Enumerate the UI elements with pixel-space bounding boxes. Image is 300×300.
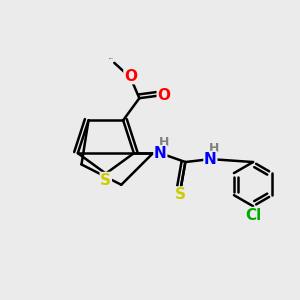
Text: methyl: methyl [109,58,114,59]
Text: O: O [124,69,137,84]
Text: O: O [157,88,170,103]
Text: N: N [154,146,167,161]
Text: S: S [175,187,186,202]
Text: H: H [209,142,219,155]
Text: S: S [100,172,111,188]
Text: N: N [204,152,217,166]
Text: Cl: Cl [245,208,261,223]
Text: H: H [159,136,169,149]
